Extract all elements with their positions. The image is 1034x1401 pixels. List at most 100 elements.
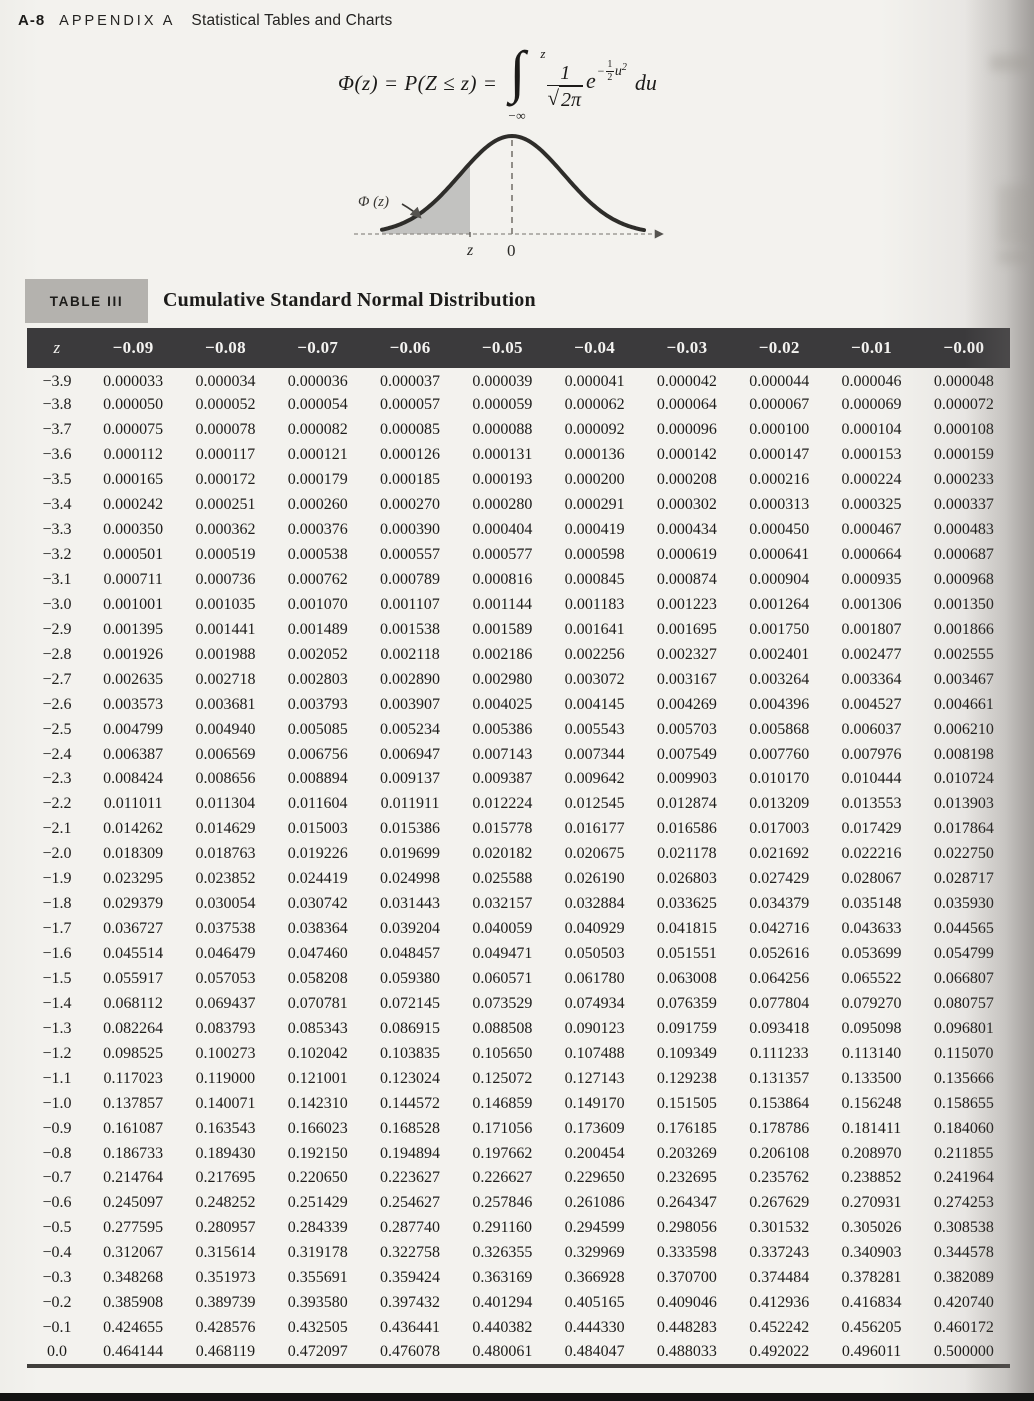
probability-cell: 0.090123 bbox=[564, 1019, 625, 1037]
probability-cell: 0.000062 bbox=[564, 396, 625, 414]
probability-cell: 0.456205 bbox=[841, 1319, 902, 1337]
probability-cell: 0.000108 bbox=[918, 418, 1010, 443]
probability-cell: 0.048457 bbox=[380, 945, 441, 963]
probability-cell: 0.027429 bbox=[749, 870, 810, 888]
probability-cell: 0.095098 bbox=[841, 1019, 902, 1037]
table-row: −3.2 0.000501 0.000519 0.000538 0.000557 0.00… bbox=[27, 543, 1010, 568]
z-value-cell: −3.9 bbox=[42, 373, 72, 391]
probability-cell: 0.006387 bbox=[103, 745, 164, 763]
exponent-half-fraction: 1 2 bbox=[605, 59, 614, 83]
probability-cell: 0.002718 bbox=[195, 670, 256, 688]
probability-cell: 0.002401 bbox=[749, 645, 810, 663]
exp-frac-num: 1 bbox=[607, 59, 613, 70]
probability-cell: 0.261086 bbox=[564, 1194, 625, 1212]
probability-cell: 0.077804 bbox=[749, 994, 810, 1012]
probability-cell: 0.119000 bbox=[195, 1069, 256, 1087]
probability-cell: 0.000126 bbox=[380, 446, 441, 464]
z-value-cell: −3.8 bbox=[42, 396, 72, 414]
probability-cell: 0.015778 bbox=[472, 820, 533, 838]
probability-cell: 0.019226 bbox=[287, 845, 348, 863]
probability-cell: 0.005868 bbox=[749, 720, 810, 738]
probability-cell: 0.000302 bbox=[656, 496, 717, 514]
probability-cell: 0.382089 bbox=[918, 1266, 1010, 1291]
table-row: −3.7 0.000075 0.000078 0.000082 0.000085 0.00… bbox=[27, 418, 1010, 443]
probability-cell: 0.074934 bbox=[564, 994, 625, 1012]
z-value-cell: −1.4 bbox=[42, 994, 72, 1012]
probability-cell: 0.194894 bbox=[380, 1144, 441, 1162]
integral-upper-limit: z bbox=[540, 46, 546, 61]
probability-cell: 0.008656 bbox=[195, 770, 256, 788]
probability-cell: 0.000147 bbox=[749, 446, 810, 464]
probability-cell: 0.000337 bbox=[918, 493, 1010, 518]
probability-cell: 0.133500 bbox=[841, 1069, 902, 1087]
probability-cell: 0.002555 bbox=[918, 642, 1010, 667]
probability-cell: 0.000117 bbox=[195, 446, 256, 464]
scan-artifact bbox=[998, 250, 1028, 264]
table-label: TABLE III bbox=[49, 293, 124, 309]
z-value-cell: −0.3 bbox=[42, 1269, 72, 1287]
probability-cell: 0.412936 bbox=[749, 1294, 810, 1312]
probability-cell: 0.043633 bbox=[841, 920, 902, 938]
probability-cell: 0.036727 bbox=[103, 920, 164, 938]
table-row: −2.1 0.014262 0.014629 0.015003 0.015386 0.01… bbox=[27, 817, 1010, 842]
table-row: −0.1 0.424655 0.428576 0.432505 0.436441 0.44… bbox=[27, 1316, 1010, 1341]
tick-label-z: z bbox=[466, 242, 474, 259]
probability-cell: 0.083793 bbox=[195, 1019, 256, 1037]
probability-cell: 0.011304 bbox=[195, 795, 256, 813]
appendix-label: APPENDIX A bbox=[59, 13, 176, 29]
e-symbol: e bbox=[586, 68, 596, 93]
probability-cell: 0.301532 bbox=[749, 1219, 810, 1237]
probability-cell: 0.000059 bbox=[472, 396, 533, 414]
probability-cell: 0.007976 bbox=[841, 745, 902, 763]
running-head: A-8 APPENDIX A Statistical Tables and Ch… bbox=[18, 12, 393, 30]
probability-cell: 0.000159 bbox=[918, 443, 1010, 468]
probability-cell: 0.121001 bbox=[287, 1069, 348, 1087]
probability-cell: 0.013903 bbox=[918, 792, 1010, 817]
probability-cell: 0.005085 bbox=[287, 720, 348, 738]
probability-cell: 0.016177 bbox=[564, 820, 625, 838]
probability-cell: 0.016586 bbox=[656, 820, 717, 838]
probability-cell: 0.055917 bbox=[103, 969, 164, 987]
probability-cell: 0.105650 bbox=[472, 1044, 533, 1062]
z-value-cell: −1.7 bbox=[42, 920, 72, 938]
exponent-minus: − bbox=[596, 64, 605, 78]
probability-cell: 0.013553 bbox=[841, 795, 902, 813]
probability-cell: 0.102042 bbox=[287, 1044, 348, 1062]
probability-cell: 0.153864 bbox=[749, 1094, 810, 1112]
z-value-cell: −2.4 bbox=[42, 745, 72, 763]
probability-cell: 0.003167 bbox=[656, 670, 717, 688]
probability-cell: 0.125072 bbox=[472, 1069, 533, 1087]
table-row: −3.6 0.000112 0.000117 0.000121 0.000126 0.00… bbox=[27, 443, 1010, 468]
scan-edge-shadow bbox=[964, 0, 1034, 1401]
probability-cell: 0.000350 bbox=[103, 521, 164, 539]
probability-cell: 0.040929 bbox=[564, 920, 625, 938]
probability-cell: 0.500000 bbox=[918, 1341, 1010, 1366]
z-value-cell: −2.8 bbox=[42, 645, 72, 663]
probability-cell: 0.000251 bbox=[195, 496, 256, 514]
column-header: −0.08 bbox=[179, 328, 272, 368]
z-value-cell: −3.6 bbox=[42, 446, 72, 464]
probability-cell: 0.012874 bbox=[656, 795, 717, 813]
probability-cell: 0.001350 bbox=[918, 592, 1010, 617]
column-header: −0.00 bbox=[917, 328, 1010, 368]
probability-cell: 0.000153 bbox=[841, 446, 902, 464]
probability-cell: 0.000042 bbox=[656, 373, 717, 391]
z-value-cell: −2.7 bbox=[42, 670, 72, 688]
probability-cell: 0.053699 bbox=[841, 945, 902, 963]
probability-cell: 0.000052 bbox=[195, 396, 256, 414]
probability-cell: 0.000064 bbox=[656, 396, 717, 414]
probability-cell: 0.000088 bbox=[472, 421, 533, 439]
probability-cell: 0.397432 bbox=[380, 1294, 441, 1312]
probability-cell: 0.189430 bbox=[195, 1144, 256, 1162]
z-value-cell: −0.5 bbox=[42, 1219, 72, 1237]
probability-cell: 0.005703 bbox=[656, 720, 717, 738]
probability-cell: 0.168528 bbox=[380, 1119, 441, 1137]
probability-cell: 0.082264 bbox=[103, 1019, 164, 1037]
probability-cell: 0.000142 bbox=[656, 446, 717, 464]
probability-cell: 0.024998 bbox=[380, 870, 441, 888]
probability-cell: 0.315614 bbox=[195, 1244, 256, 1262]
probability-cell: 0.001035 bbox=[195, 595, 256, 613]
differential: du bbox=[634, 70, 657, 95]
z-value-cell: −3.3 bbox=[42, 521, 72, 539]
probability-cell: 0.166023 bbox=[287, 1119, 348, 1137]
